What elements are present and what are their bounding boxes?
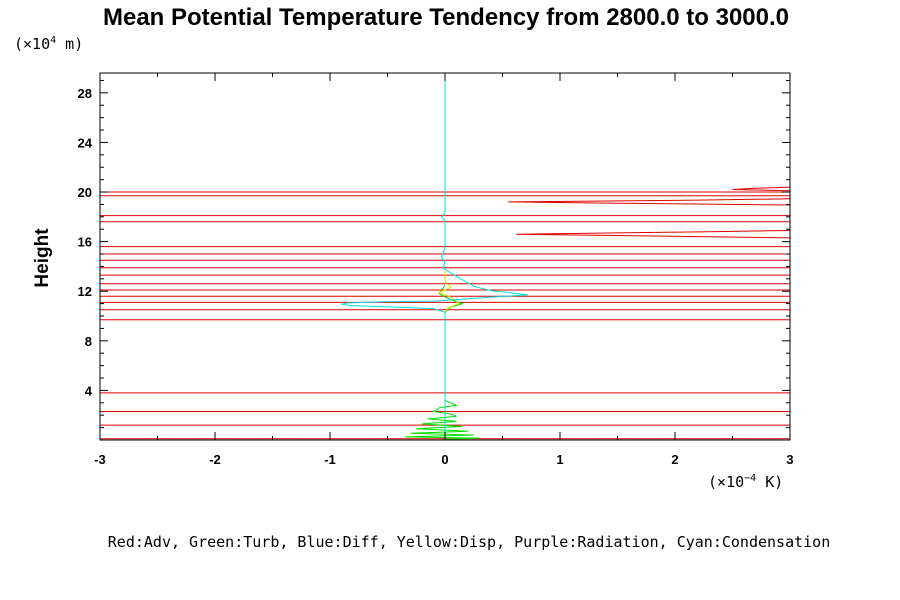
x-axis-unit: (×10−4 K) xyxy=(708,473,783,491)
y-tick-label: 24 xyxy=(78,135,93,150)
x-tick-label: 3 xyxy=(786,452,793,467)
plot-series xyxy=(100,73,791,440)
series-0-line-19 xyxy=(732,186,791,192)
x-tick-label: 0 xyxy=(441,452,448,467)
y-tick-label: 20 xyxy=(78,185,92,200)
chart-title: Mean Potential Temperature Tendency from… xyxy=(103,4,789,31)
y-tick-label: 8 xyxy=(85,334,92,349)
y-tick-label: 12 xyxy=(78,284,92,299)
y-axis-label: Height xyxy=(32,228,53,288)
x-tick-label: 1 xyxy=(556,452,563,467)
y-tick-label: 4 xyxy=(85,383,93,398)
legend-text: Red:Adv, Green:Turb, Blue:Diff, Yellow:D… xyxy=(108,533,830,551)
series-1-line-1 xyxy=(438,284,464,313)
series-2-line-0 xyxy=(437,268,460,314)
y-tick-label: 28 xyxy=(78,86,92,101)
x-tick-label: -3 xyxy=(94,452,106,467)
series-3-line-0 xyxy=(341,73,528,440)
series-1-line-0 xyxy=(404,390,480,440)
series-0-line-20 xyxy=(508,198,791,206)
y-axis-unit: (×104 m) xyxy=(14,35,83,53)
x-tick-label: -2 xyxy=(209,452,221,467)
series-0-line-21 xyxy=(516,230,791,239)
y-tick-label: 16 xyxy=(78,235,92,250)
x-tick-label: -1 xyxy=(324,452,336,467)
x-tick-label: 2 xyxy=(671,452,678,467)
